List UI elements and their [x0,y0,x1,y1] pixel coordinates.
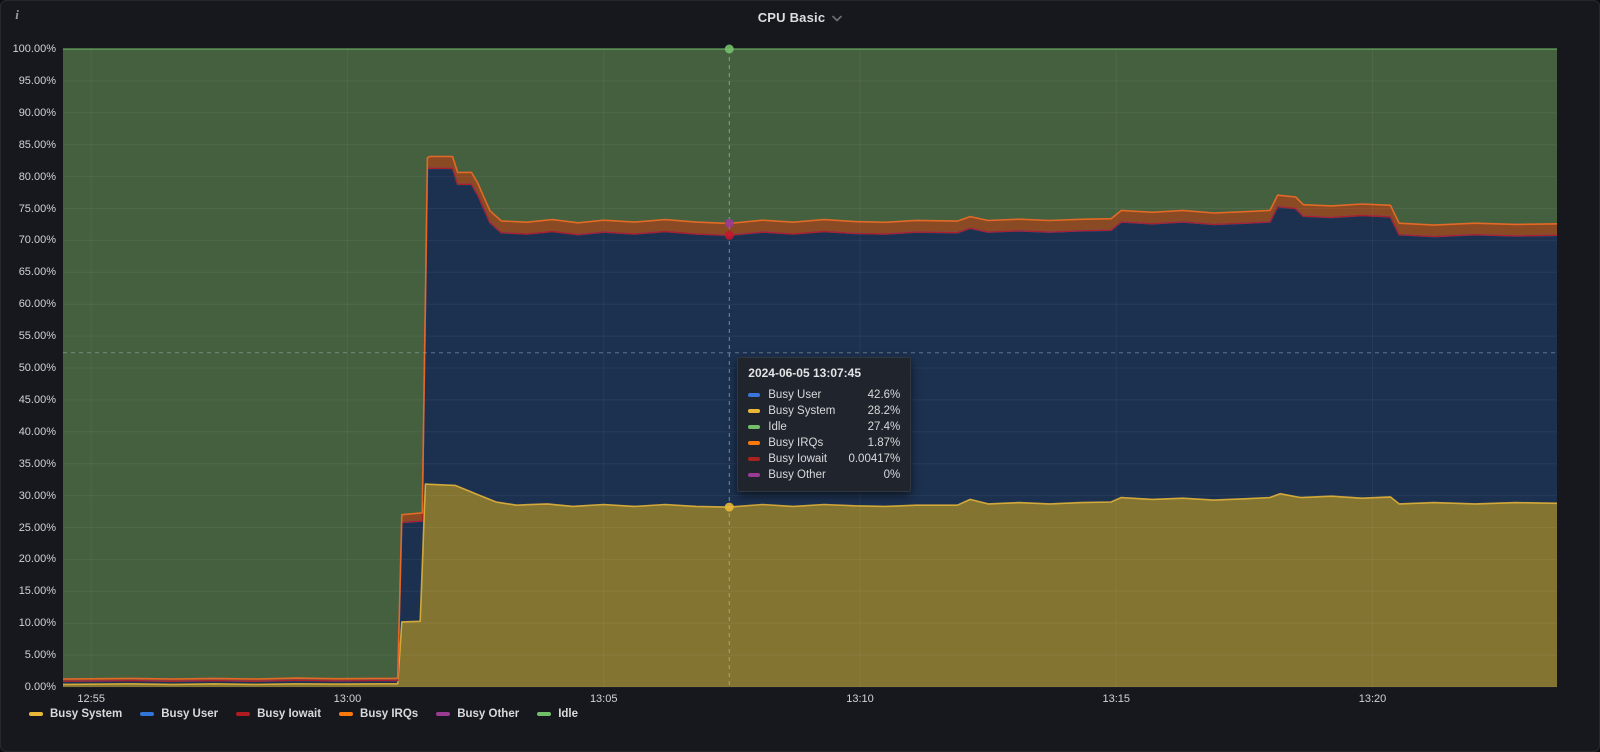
legend-item[interactable]: Busy User [140,708,218,720]
area-busy-system [63,484,1557,687]
y-axis-label: 20.00% [18,553,56,566]
panel-title: CPU Basic [757,9,826,25]
legend-swatch-icon [236,712,251,716]
y-axis-label: 45.00% [18,393,56,406]
tooltip-series-value: 1.87% [867,437,901,449]
tooltip-series-value: 0% [883,469,901,481]
series-swatch [748,393,761,397]
legend-label: Idle [558,708,579,720]
legend-item[interactable]: Busy Iowait [236,708,321,720]
legend-label: Busy User [161,708,219,720]
hover-dot [724,218,734,228]
legend-swatch-icon [29,712,43,716]
area-idle [63,49,1557,679]
tooltip-row: Busy Other 0% [748,467,900,483]
x-axis-label: 13:15 [1102,693,1130,705]
x-axis-label: 13:00 [333,693,362,705]
tooltip-timestamp: 2024-06-05 13:07:45 [748,366,862,380]
tooltip-row: Busy User 42.6% [748,387,900,403]
hover-dot [724,44,734,54]
y-axis-label: 90.00% [18,106,56,119]
x-axis-label: 12:55 [77,693,105,705]
y-axis-label: 5.00% [24,649,56,662]
y-axis-label: 65.00% [18,266,56,279]
legend-label: Busy System [50,708,123,720]
y-axis-label: 60.00% [18,298,56,311]
y-axis-label: 75.00% [18,202,56,215]
hover-dot [724,230,734,240]
tooltip-series-label: Idle [768,421,787,433]
y-axis-label: 95.00% [18,74,56,87]
hover-dot [724,502,734,512]
legend-swatch-icon [339,712,354,716]
y-axis-label: 55.00% [18,330,56,343]
tooltip-series-value: 0.00417% [848,453,901,465]
legend-swatch-icon [537,712,552,716]
y-axis-label: 85.00% [18,138,56,151]
y-axis-label: 30.00% [18,489,56,502]
tooltip-series-label: Busy User [768,389,822,401]
legend-label: Busy Other [457,708,520,720]
legend: Busy System Busy User Busy Iowait Busy IRQs… [29,708,578,720]
tooltip-row: Busy Iowait 0.00417% [748,451,900,467]
panel-info-icon[interactable]: i [15,7,19,22]
series-swatch [748,457,761,461]
legend-label: Busy IRQs [360,708,419,720]
series-line [62,155,1558,680]
y-axis-label: 50.00% [18,362,56,374]
legend-label: Busy Iowait [257,708,322,720]
tooltip-row: Busy System 28.2% [748,403,900,419]
panel-header[interactable]: CPU Basic [1,1,1599,33]
tooltip-series-label: Busy System [768,405,836,417]
series-swatch [748,441,761,445]
y-axis-label: 100.00% [12,43,56,55]
tooltip-series-label: Busy IRQs [768,437,824,449]
legend-item[interactable]: Busy Other [436,708,519,720]
series-line [62,483,1558,686]
chart-tooltip: 2024-06-05 13:07:45 Busy User 42.6% Busy S… [737,357,912,492]
y-axis-label: 15.00% [18,585,56,598]
x-axis-label: 13:20 [1358,693,1387,705]
y-axis-label: 25.00% [18,521,56,534]
tooltip-series-value: 42.6% [867,389,901,401]
legend-item[interactable]: Idle [537,708,578,720]
y-axis-label: 10.00% [18,617,56,630]
tooltip-series-label: Busy Other [768,469,826,481]
tooltip-series-value: 27.4% [867,421,901,433]
y-axis-label: 40.00% [18,425,56,438]
x-axis-label: 13:05 [589,693,618,705]
series-swatch [748,409,761,413]
y-axis-label: 70.00% [18,234,56,247]
legend-swatch-icon [436,712,451,716]
legend-item[interactable]: Busy IRQs [339,708,418,720]
tooltip-series-label: Busy Iowait [768,453,828,465]
tooltip-row: Busy IRQs 1.87% [748,435,900,451]
y-axis-label: 80.00% [18,170,56,183]
y-axis-label: 35.00% [18,457,56,470]
tooltip-series-value: 28.2% [867,405,901,417]
legend-item[interactable]: Busy System [29,708,122,720]
series-swatch [748,473,761,477]
chevron-down-icon [832,15,843,21]
y-axis-label: 0.00% [24,681,56,693]
legend-swatch-icon [140,712,155,716]
series-swatch [748,425,761,429]
x-axis-label: 13:10 [846,693,874,705]
tooltip-row: Idle 27.4% [748,419,900,435]
